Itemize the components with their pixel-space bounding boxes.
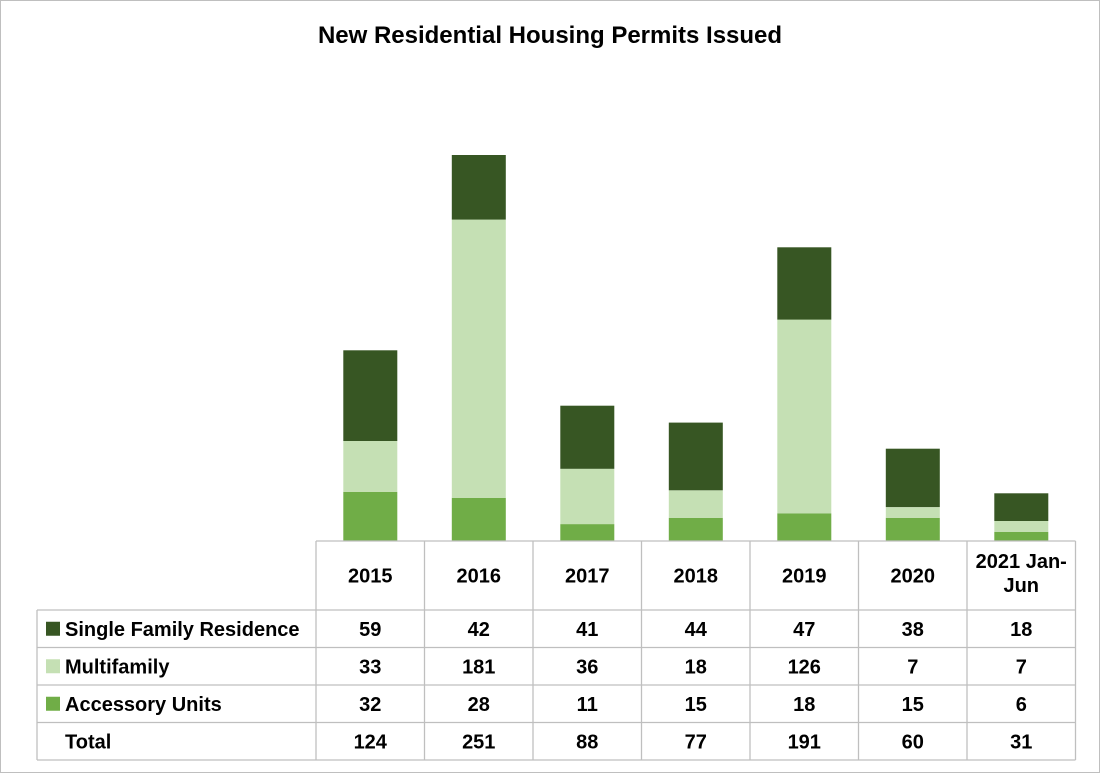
data-label: 11 (577, 694, 598, 716)
data-label: 18 (1010, 619, 1032, 641)
bar-single-family-residence-2020 (885, 448, 940, 508)
data-label: 60 (902, 731, 924, 753)
data-label: 31 (1010, 731, 1032, 753)
category-label: 2019 (782, 566, 827, 588)
bar-single-family-residence-2017 (560, 405, 615, 469)
bar-multifamily-2017 (560, 468, 615, 525)
bar-accessory-units-2016 (451, 497, 506, 541)
data-label: 59 (359, 619, 381, 641)
data-label: 7 (1016, 656, 1027, 678)
bar-multifamily-2015 (343, 441, 398, 492)
data-label: 15 (902, 694, 924, 716)
row-label: Multifamily (65, 656, 170, 678)
legend-key-accessory-units (46, 696, 60, 711)
bar-single-family-residence-2018 (668, 422, 723, 491)
category-label: 2020 (891, 566, 936, 588)
data-label: 77 (685, 731, 707, 753)
data-label: 33 (359, 656, 381, 678)
data-label: 28 (468, 694, 490, 716)
data-label: 251 (462, 731, 495, 753)
bar-multifamily-2019 (777, 319, 832, 514)
bar-accessory-units-2015 (343, 491, 398, 541)
bar-multifamily-2020 (885, 507, 940, 518)
bar-multifamily-2018 (668, 490, 723, 518)
data-label: 44 (685, 619, 708, 641)
bar-accessory-units-2020 (885, 517, 940, 541)
category-label: 2015 (348, 566, 393, 588)
data-label: 6 (1016, 694, 1027, 716)
data-label: 181 (462, 656, 495, 678)
row-label: Accessory Units (65, 694, 222, 716)
data-label: 41 (576, 619, 598, 641)
data-label: 126 (788, 656, 821, 678)
data-label: 15 (685, 694, 707, 716)
category-label: 2021 Jan-Jun (976, 551, 1067, 597)
category-label: 2017 (565, 566, 610, 588)
data-label: 36 (576, 656, 598, 678)
bar-single-family-residence-2021-jan-jun (994, 493, 1049, 521)
data-label: 18 (685, 656, 707, 678)
data-label: 124 (354, 731, 388, 753)
bar-accessory-units-2017 (560, 524, 615, 541)
bar-multifamily-2021-jan-jun (994, 521, 1049, 532)
data-label: 7 (907, 656, 918, 678)
bar-accessory-units-2019 (777, 513, 832, 541)
bar-single-family-residence-2019 (777, 247, 832, 320)
data-label: 88 (576, 731, 598, 753)
bar-single-family-residence-2016 (451, 155, 506, 220)
category-label: 2016 (457, 566, 502, 588)
data-label: 42 (468, 619, 490, 641)
data-label: 191 (788, 731, 821, 753)
category-label: 2018 (674, 566, 719, 588)
data-label: 47 (793, 619, 815, 641)
row-label: Single Family Residence (65, 619, 300, 641)
row-label: Total (65, 731, 111, 753)
data-label: 18 (793, 694, 815, 716)
legend-key-single-family-residence (46, 621, 60, 636)
data-label: 32 (359, 694, 381, 716)
bar-accessory-units-2018 (668, 517, 723, 541)
bar-single-family-residence-2015 (343, 350, 398, 441)
bar-accessory-units-2021-jan-jun (994, 531, 1049, 541)
data-label: 38 (902, 619, 924, 641)
bar-multifamily-2016 (451, 219, 506, 498)
legend-key-multifamily (46, 659, 60, 674)
chart-title: New Residential Housing Permits Issued (317, 22, 783, 49)
